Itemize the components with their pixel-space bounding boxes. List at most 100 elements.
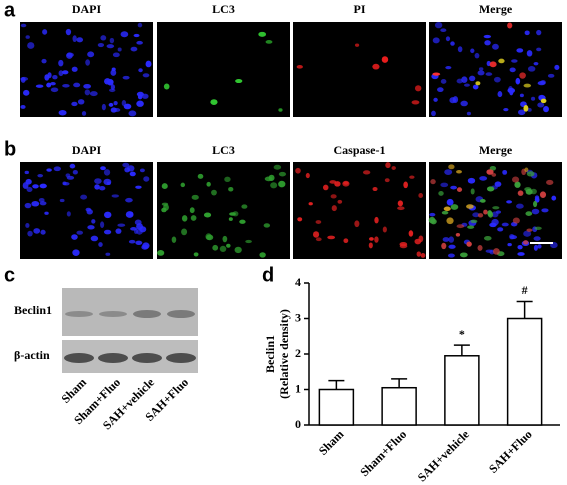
cell xyxy=(135,185,142,189)
cell xyxy=(40,229,46,235)
cell xyxy=(239,219,246,224)
cell xyxy=(420,253,426,258)
cell xyxy=(312,231,320,238)
cell xyxy=(525,188,533,195)
cell xyxy=(477,213,484,218)
cell xyxy=(515,77,521,85)
cell xyxy=(85,59,91,66)
cell xyxy=(265,40,273,44)
cell xyxy=(87,51,95,58)
band xyxy=(99,311,127,317)
cell xyxy=(527,107,532,112)
cell xyxy=(374,216,379,224)
cell xyxy=(533,244,538,251)
cell xyxy=(467,177,476,184)
row-label: Beclin1 xyxy=(14,303,52,317)
cell xyxy=(511,59,518,63)
cell xyxy=(123,103,132,110)
cell xyxy=(229,212,236,216)
cell xyxy=(129,171,136,177)
cell xyxy=(446,217,454,225)
cell xyxy=(142,73,150,78)
cell xyxy=(268,174,275,181)
cell xyxy=(381,56,389,63)
cell xyxy=(432,72,441,76)
cell xyxy=(308,202,313,206)
cell xyxy=(89,91,98,97)
cell xyxy=(224,176,231,183)
cell xyxy=(117,47,122,52)
cell xyxy=(27,230,33,237)
cell xyxy=(445,36,451,42)
cell xyxy=(450,204,459,210)
cell xyxy=(497,91,503,98)
cell xyxy=(83,84,92,89)
cell xyxy=(469,75,476,82)
cell xyxy=(448,164,455,170)
cell xyxy=(506,200,513,204)
cell xyxy=(103,229,112,235)
cell xyxy=(103,211,112,219)
cell xyxy=(31,200,40,207)
cell xyxy=(94,178,102,185)
band xyxy=(166,353,196,363)
cell xyxy=(110,107,117,113)
cell xyxy=(91,219,96,224)
cell xyxy=(519,93,524,98)
cell xyxy=(493,76,501,83)
cell xyxy=(514,181,521,188)
cell xyxy=(58,59,64,67)
cell xyxy=(245,239,252,244)
y-axis-title: (Relative density) xyxy=(277,309,291,399)
y-tick-label: 4 xyxy=(295,275,301,289)
y-tick-label: 1 xyxy=(295,381,301,395)
cell xyxy=(72,249,80,256)
cell xyxy=(305,172,310,179)
y-tick-label: 2 xyxy=(295,346,301,360)
cell xyxy=(76,230,84,235)
cell xyxy=(470,188,475,195)
cell xyxy=(472,212,480,218)
cell xyxy=(470,48,475,54)
cell xyxy=(66,52,73,59)
cell xyxy=(537,80,546,86)
cell xyxy=(137,22,143,28)
cell xyxy=(456,78,463,84)
cell xyxy=(133,33,140,38)
cell xyxy=(180,182,186,188)
cell xyxy=(483,235,492,241)
cell xyxy=(86,209,93,215)
cell xyxy=(440,182,449,188)
cell xyxy=(508,86,513,93)
cell xyxy=(241,204,248,209)
cell xyxy=(486,169,494,175)
cell xyxy=(296,64,303,69)
cell xyxy=(94,184,100,190)
cell xyxy=(127,165,135,172)
cell xyxy=(35,84,44,88)
cell xyxy=(103,169,111,176)
cell xyxy=(464,83,470,87)
cell xyxy=(58,109,67,116)
cell xyxy=(554,64,560,70)
cell xyxy=(71,66,78,72)
cell xyxy=(65,28,72,36)
cell xyxy=(72,35,77,43)
cell xyxy=(533,200,538,208)
cell xyxy=(25,35,30,39)
cell xyxy=(44,211,49,215)
cell xyxy=(452,96,459,103)
cell xyxy=(483,34,492,39)
cell xyxy=(295,167,301,174)
cell xyxy=(507,22,513,29)
cell xyxy=(105,252,111,256)
cell xyxy=(479,176,488,181)
panel-label: d xyxy=(262,264,274,286)
cell xyxy=(354,220,360,228)
cell xyxy=(540,98,547,104)
cell xyxy=(203,212,212,218)
cell xyxy=(130,46,138,52)
cell xyxy=(66,175,75,180)
cell xyxy=(278,180,286,188)
